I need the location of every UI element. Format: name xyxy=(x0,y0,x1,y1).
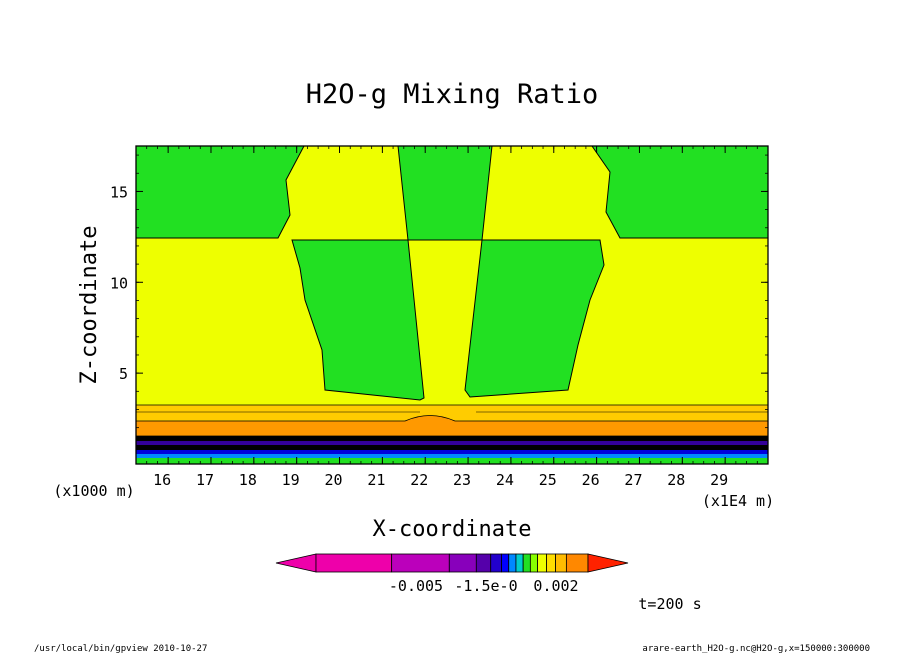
colorbar-label: -1.5e-0 xyxy=(454,577,517,595)
layer-light-blue xyxy=(136,454,768,458)
x-tick-label: 17 xyxy=(196,471,214,489)
x-tick-label: 18 xyxy=(239,471,257,489)
chart-title: H2O-g Mixing Ratio xyxy=(306,79,599,110)
x-tick-label: 16 xyxy=(153,471,171,489)
green-region-middle-right xyxy=(464,239,605,398)
x-axis-label: X-coordinate xyxy=(373,517,532,542)
colorbar-bin xyxy=(490,553,502,573)
colorbar-bin xyxy=(555,553,567,573)
y-axis-label: Z-coordinate xyxy=(77,226,102,385)
layer-blue xyxy=(136,450,768,454)
colorbar-labels: -0.005 -1.5e-0 0.002 xyxy=(389,577,579,595)
colorbar-arrow-right xyxy=(587,553,629,573)
colorbar-bin xyxy=(529,553,538,573)
green-region-middle-left xyxy=(291,239,425,401)
colorbar-bin xyxy=(515,553,524,573)
colorbar-bin xyxy=(522,553,531,573)
y-tick-label: 5 xyxy=(119,365,128,383)
colorbar-bin xyxy=(565,553,589,573)
plot-frame xyxy=(135,145,769,465)
green-region-upper-center xyxy=(397,145,493,241)
y-tick-label: 15 xyxy=(110,183,128,201)
colorbar-label: 0.002 xyxy=(533,577,578,595)
colorbar-bin xyxy=(475,553,492,573)
colorbar-bin xyxy=(501,553,510,573)
x-tick-label: 23 xyxy=(453,471,471,489)
plot-area xyxy=(135,145,769,465)
green-region-upper-right xyxy=(591,145,769,239)
footer-left: /usr/local/bin/gpview 2010-10-27 xyxy=(34,644,207,654)
layer-green-bottom xyxy=(136,458,768,464)
green-region-upper-left xyxy=(135,145,305,239)
x-tick-label: 28 xyxy=(667,471,685,489)
x-axis: 16 17 18 19 20 21 22 23 24 25 26 27 28 29 xyxy=(135,146,769,489)
x-tick-label: 27 xyxy=(624,471,642,489)
x-axis-unit: (x1E4 m) xyxy=(702,492,774,510)
colorbar-bin xyxy=(315,553,393,573)
y-axis-unit: (x1000 m) xyxy=(53,482,134,500)
layer-black-2 xyxy=(136,445,768,450)
y-tick-label: 10 xyxy=(110,274,128,292)
time-label: t=200 s xyxy=(638,595,701,613)
x-tick-label: 21 xyxy=(367,471,385,489)
colorbar-arrow-left xyxy=(275,553,317,573)
layer-light-orange xyxy=(136,405,768,421)
colorbar-bin xyxy=(546,553,556,573)
layer-black xyxy=(136,436,768,441)
layer-purple xyxy=(136,441,768,445)
x-tick-label: 25 xyxy=(539,471,557,489)
colorbar xyxy=(275,553,629,573)
x-tick-label: 22 xyxy=(410,471,428,489)
colorbar-bin xyxy=(448,553,477,573)
x-tick-label: 19 xyxy=(282,471,300,489)
y-axis: 5 10 15 xyxy=(110,154,768,447)
colorbar-bin xyxy=(508,553,517,573)
colorbar-bin xyxy=(537,553,547,573)
footer-right: arare-earth_H2O-g.nc@H2O-g,x=150000:3000… xyxy=(642,644,870,654)
x-tick-label: 20 xyxy=(324,471,342,489)
x-tick-label: 26 xyxy=(582,471,600,489)
colorbar-bin xyxy=(391,553,450,573)
x-tick-label: 24 xyxy=(496,471,514,489)
colorbar-label: -0.005 xyxy=(389,577,443,595)
x-tick-label: 29 xyxy=(710,471,728,489)
